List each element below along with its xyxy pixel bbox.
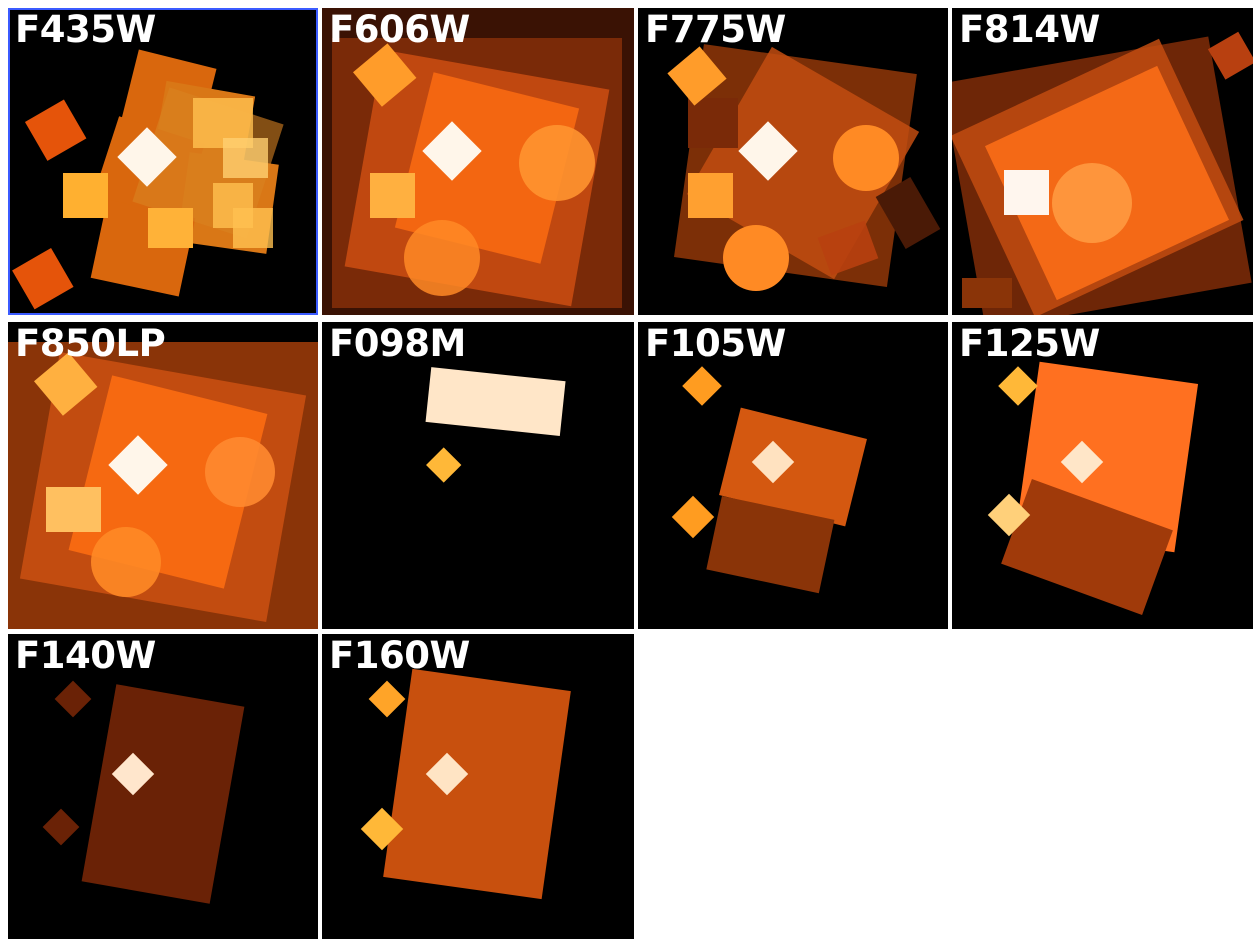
coverage-map-f775w [667, 44, 941, 291]
coverage-map-f098m [425, 367, 566, 483]
panel-label: F105W [645, 322, 786, 365]
panel-f850lp[interactable]: F850LP [8, 322, 318, 629]
panel-label: F606W [329, 8, 470, 51]
coverage-map-f140w [42, 680, 245, 904]
panel-label: F125W [959, 322, 1100, 365]
panel-f435w[interactable]: F435W [8, 8, 318, 315]
panel-f606w[interactable]: F606W [322, 8, 634, 315]
panel-label: F140W [15, 634, 156, 677]
panel-label: F775W [645, 8, 786, 51]
panel-f140w[interactable]: F140W [8, 634, 318, 939]
panel-f160w[interactable]: F160W [322, 634, 634, 939]
panel-label: F850LP [15, 322, 166, 365]
panel-label: F435W [15, 8, 156, 51]
panel-f125w[interactable]: F125W [952, 322, 1253, 629]
coverage-map-f125w [987, 361, 1199, 615]
coverage-map-f850lp [8, 342, 318, 629]
panel-f775w[interactable]: F775W [638, 8, 948, 315]
coverage-map-f814w [952, 31, 1253, 315]
coverage-map-f105w [671, 366, 867, 594]
panel-f098m[interactable]: F098M [322, 322, 634, 629]
panel-f814w[interactable]: F814W [952, 8, 1253, 315]
coverage-map-f160w [360, 668, 571, 900]
panel-label: F160W [329, 634, 470, 677]
panel-f105w[interactable]: F105W [638, 322, 948, 629]
coverage-map-f606w [322, 8, 634, 315]
coverage-map-f435w [12, 49, 284, 310]
panel-label: F814W [959, 8, 1100, 51]
panel-label: F098M [329, 322, 466, 365]
